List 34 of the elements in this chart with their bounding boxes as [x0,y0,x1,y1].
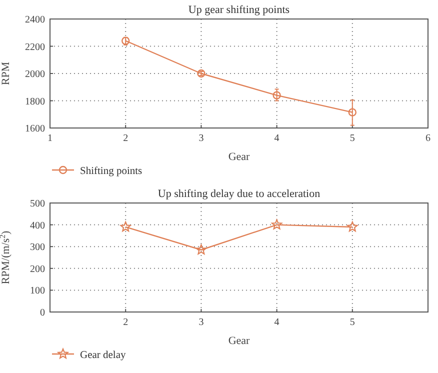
y-tick-label: 200 [30,264,45,275]
x-tick-label: 3 [198,133,204,144]
y-tick-label: 2200 [25,42,45,53]
x-tick-label: 6 [426,133,430,144]
x-tick-label: 1 [48,133,52,144]
y-tick-label: 2400 [25,14,45,26]
y-tick-label: 2000 [25,69,45,80]
y-tick-label: 1600 [25,124,45,134]
x-tick-label: 4 [274,317,280,328]
y-tick-label: 1800 [25,96,45,108]
y-tick-label: 500 [30,198,45,210]
point [120,221,131,232]
point [271,219,282,230]
x-tick-label: 5 [350,133,355,144]
point [348,108,356,116]
y-tick-label: 100 [30,286,45,297]
point [347,221,358,232]
legend-label: Gear delay [80,350,127,361]
chart-title: Up shifting delay due to acceleration [158,188,321,200]
point [272,91,281,100]
x-tick-label: 5 [350,317,355,328]
chart-title: Up gear shifting points [188,4,290,16]
x-tick-label: 2 [123,133,128,144]
x-tick-label: 3 [198,317,204,328]
y-tick-label: 400 [30,220,45,232]
y-axis-title: RPM [0,62,12,86]
x-tick-label: 4 [274,133,280,144]
x-tick-label: 2 [123,317,128,328]
x-axis-title: Gear [228,151,250,163]
y-tick-label: 300 [30,242,45,254]
x-axis-title: Gear [228,335,250,347]
legend-label: Shifting points [80,166,142,177]
y-tick-label: 0 [40,308,45,318]
point [196,244,207,254]
